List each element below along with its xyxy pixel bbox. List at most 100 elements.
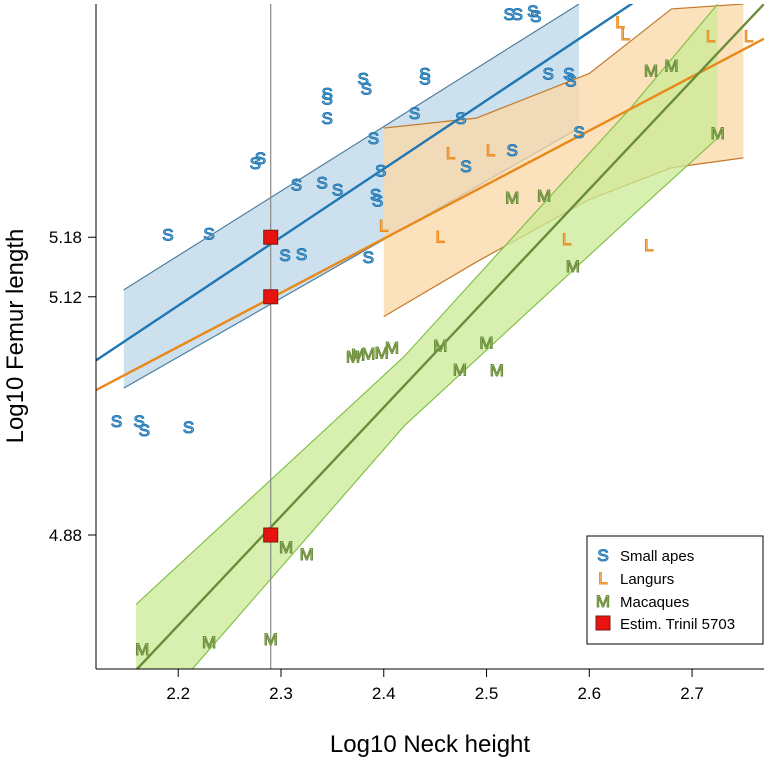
macaques-point-0: M (135, 640, 149, 659)
small-apes-point-2: S (139, 421, 150, 440)
macaques-point-4: M (300, 545, 314, 564)
langurs-point-0: L (379, 216, 388, 235)
y-tick-label-4.88: 4.88 (49, 526, 82, 545)
small-apes-fit-line (96, 4, 634, 362)
small-apes-point-18: S (363, 248, 374, 267)
langurs-point-7: L (644, 236, 653, 255)
small-apes-point-3: S (183, 418, 194, 437)
macaques-point-2: M (264, 630, 278, 649)
small-apes-point-24: S (419, 64, 430, 83)
small-apes-point-31: S (527, 2, 538, 21)
small-apes-point-36: S (573, 123, 584, 142)
small-apes-point-30: S (512, 5, 523, 24)
small-apes-point-33: S (543, 64, 554, 83)
small-apes-point-0: S (111, 412, 122, 431)
macaques-point-9: M (385, 338, 399, 357)
legend-label-macaques: Macaques (620, 594, 689, 611)
x-tick-label-2.6: 2.6 (577, 684, 601, 703)
langurs-point-3: L (486, 141, 495, 160)
x-axis-ticks: 2.2 2.3 2.4 2.5 2.6 2.7 (166, 669, 704, 703)
estim-trinil-5703-point-0 (263, 229, 279, 245)
legend-marker-estimate (595, 615, 611, 631)
legend-box (586, 535, 764, 645)
small-apes-point-29: S (503, 5, 514, 24)
langurs-point-8: L (706, 27, 715, 46)
macaques-point-1: M (202, 633, 216, 652)
x-tick-label-2.7: 2.7 (680, 684, 704, 703)
x-tick-label-2.4: 2.4 (372, 684, 396, 703)
small-apes-point-14: S (322, 84, 333, 103)
macaques-fit-line (136, 4, 764, 669)
x-tick-label-2.2: 2.2 (166, 684, 190, 703)
small-apes-point-11: S (316, 174, 327, 193)
small-apes-point-6: S (250, 154, 261, 173)
small-apes-point-20: S (370, 186, 381, 205)
langurs-point-5: L (615, 13, 624, 32)
legend-label-estimate: Estim. Trinil 5703 (620, 616, 735, 633)
small-apes-point-32: S (530, 7, 541, 26)
confidence-bands (123, 4, 744, 669)
small-apes-point-28: S (507, 141, 518, 160)
small-apes-point-7: S (255, 149, 266, 168)
macaques-point-5: M (346, 347, 360, 366)
small-apes-point-16: S (358, 69, 369, 88)
small-apes-point-1: S (133, 412, 144, 431)
small-apes-point-19: S (368, 129, 379, 148)
x-tick-label-2.3: 2.3 (269, 684, 293, 703)
langurs-point-6: L (621, 25, 630, 44)
small-apes-point-21: S (372, 192, 383, 211)
small-apes-point-25: S (419, 69, 430, 88)
langurs-point-9: L (744, 27, 753, 46)
y-tick-label-5.12: 5.12 (49, 288, 82, 307)
macaques-point-15: M (537, 187, 551, 206)
macaques-point-7: M (361, 344, 375, 363)
legend-marker-macaques: M (596, 592, 610, 611)
y-tick-label-5.18: 5.18 (49, 228, 82, 247)
small-apes-point-17: S (361, 79, 372, 98)
small-apes-point-23: S (409, 104, 420, 123)
small-apes-point-35: S (565, 71, 576, 90)
regression-lines (96, 4, 764, 669)
estim-trinil-5703-point-1 (263, 289, 279, 305)
langurs-point-2: L (446, 144, 455, 163)
small-apes-point-22: S (375, 162, 386, 181)
small-apes-point-5: S (203, 224, 214, 243)
macaques-point-8: M (375, 343, 389, 362)
small-apes-point-34: S (563, 64, 574, 83)
macaques-point-6: M (351, 345, 365, 364)
langurs-band-upper-edge (383, 4, 744, 129)
y-axis-title: Log10 Femur length (2, 229, 29, 444)
axes (95, 4, 764, 670)
legend-marker-small-apes: S (597, 546, 608, 565)
macaques-point-17: M (644, 62, 658, 81)
x-axis-title: Log10 Neck height (330, 731, 530, 758)
macaques-point-10: M (433, 336, 447, 355)
small-apes-band-upper-edge (123, 4, 580, 291)
estim-trinil-5703-point-2 (263, 527, 279, 543)
macaques-point-16: M (566, 257, 580, 276)
legend-marker-langurs: L (598, 569, 607, 588)
y-axis-ticks: 4.88 5.12 5.18 (49, 228, 96, 545)
macaques-point-11: M (453, 360, 467, 379)
macaques-point-14: M (505, 189, 519, 208)
macaques-point-12: M (479, 333, 493, 352)
macaques-point-13: M (490, 361, 504, 380)
estimate-markers (263, 229, 279, 543)
small-apes-point-10: S (291, 176, 302, 195)
small-apes-point-8: S (279, 246, 290, 265)
langurs-fit-line (96, 37, 764, 392)
small-apes-point-12: S (332, 181, 343, 200)
small-apes-point-27: S (460, 157, 471, 176)
small-apes-point-15: S (322, 89, 333, 108)
small-apes-point-4: S (162, 225, 173, 244)
small-apes-point-26: S (455, 109, 466, 128)
langurs-point-4: L (562, 230, 571, 249)
macaques-band (136, 4, 718, 669)
legend: S Small apes L Langurs M Macaques Estim.… (586, 535, 764, 645)
legend-label-small-apes: Small apes (620, 548, 694, 565)
x-tick-label-2.5: 2.5 (475, 684, 499, 703)
macaques-point-19: M (711, 124, 725, 143)
small-apes-point-13: S (322, 109, 333, 128)
